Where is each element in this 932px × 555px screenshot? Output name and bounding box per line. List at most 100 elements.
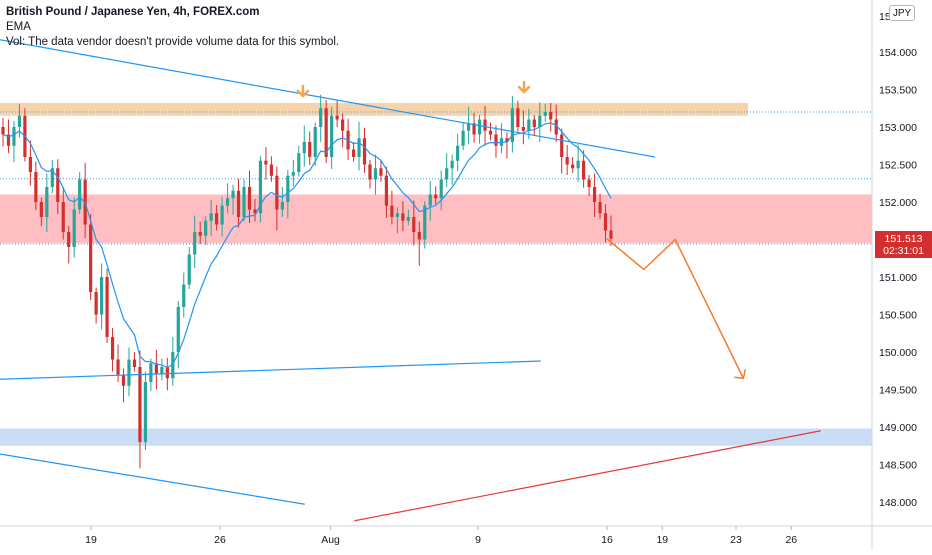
candle-body <box>335 115 339 120</box>
last-price-tag: 151.513 02:31:01 <box>875 231 932 258</box>
candle-body <box>78 179 82 210</box>
candle-body <box>423 205 427 240</box>
candle-body <box>6 134 11 146</box>
demand-zone <box>0 428 872 446</box>
candle-body <box>121 374 126 386</box>
projection-arrowhead <box>734 369 747 380</box>
candle-body <box>483 119 487 131</box>
candle-body <box>532 119 536 127</box>
candle-body <box>390 205 394 217</box>
price-tick-label: 149.000 <box>879 422 917 434</box>
candle-body <box>417 232 421 240</box>
time-tick-label: 26 <box>785 534 797 546</box>
candle-body <box>324 108 328 157</box>
candle-body <box>34 172 38 202</box>
candle-body <box>110 337 115 360</box>
candle-body <box>445 168 449 180</box>
candle-body <box>160 367 164 375</box>
candle-body <box>193 232 197 255</box>
candle-body <box>461 130 465 146</box>
price-tick-label: 153.500 <box>879 85 917 97</box>
time-tick-label: Aug <box>321 534 340 546</box>
candle-body <box>603 213 608 231</box>
candle-body <box>527 119 531 131</box>
time-tick-label: 9 <box>475 534 481 546</box>
candle-body <box>143 382 148 442</box>
price-tick-label: 148.000 <box>879 497 917 509</box>
candle-body <box>275 175 279 210</box>
candle-body <box>571 164 575 169</box>
candle-body <box>132 359 137 367</box>
chart-legend: British Pound / Japanese Yen, 4h, FOREX.… <box>6 5 339 50</box>
candle-body <box>560 134 564 157</box>
symbol-title[interactable]: British Pound / Japanese Yen, 4h, FOREX.… <box>6 6 260 18</box>
candle-body <box>220 205 224 225</box>
currency-button[interactable]: JPY <box>889 5 915 21</box>
candle-body <box>291 172 295 176</box>
candle-body <box>138 367 142 442</box>
candle-body <box>209 213 213 221</box>
candle-body <box>39 202 43 217</box>
price-tick-label: 151.000 <box>879 272 917 284</box>
candle-body <box>587 179 591 187</box>
candle-body <box>308 142 312 157</box>
candle-body <box>439 179 443 199</box>
time-tick-label: 19 <box>656 534 668 546</box>
price-tick-label: 152.000 <box>879 197 917 209</box>
candle-body <box>171 352 175 379</box>
candle-body <box>297 153 301 172</box>
candle-body <box>72 209 76 247</box>
candle-body <box>384 175 389 206</box>
candle-body <box>434 194 438 199</box>
candle-body <box>61 202 65 232</box>
ema-indicator-label[interactable]: EMA <box>6 21 31 33</box>
candle-body <box>1 127 5 135</box>
candle-body <box>236 190 241 217</box>
candle-body <box>67 232 71 247</box>
candle-body <box>253 209 257 214</box>
candle-body <box>543 112 547 116</box>
candle-body <box>116 359 120 375</box>
candle-body <box>313 127 317 157</box>
last-price-value: 151.513 <box>884 233 923 245</box>
candle-body <box>165 367 169 379</box>
down-arrow-icon <box>296 84 310 98</box>
price-tick-label: 149.500 <box>879 385 917 397</box>
price-tick-label: 153.000 <box>879 122 917 134</box>
candle-body <box>379 168 383 176</box>
candle-body <box>127 359 131 386</box>
lower-trendline <box>0 453 305 505</box>
candle-body <box>510 108 515 142</box>
candle-body <box>341 119 345 131</box>
candle-body <box>28 157 32 172</box>
candle-body <box>149 363 153 382</box>
candle-body <box>280 202 284 210</box>
candle-body <box>17 115 22 127</box>
candle-body <box>373 168 378 180</box>
candle-body <box>94 292 98 315</box>
resistance-zone <box>0 103 748 116</box>
candle-body <box>576 160 580 169</box>
candle-body <box>45 187 49 217</box>
candle-body <box>554 119 558 135</box>
candle-body <box>412 217 416 232</box>
candle-body <box>247 187 252 210</box>
candle-body <box>187 254 191 285</box>
candle-body <box>215 213 219 225</box>
candle-body <box>264 160 268 165</box>
price-tick-label: 152.500 <box>879 160 917 172</box>
candle-body <box>302 142 306 154</box>
candle-body <box>330 115 334 157</box>
candle-body <box>231 190 235 199</box>
candle-body <box>450 160 454 169</box>
bar-countdown: 02:31:01 <box>883 245 924 257</box>
candle-body <box>242 187 246 217</box>
price-tick-label: 148.500 <box>879 460 917 472</box>
candle-body <box>401 213 405 221</box>
candle-body <box>225 198 230 206</box>
candle-body <box>258 160 263 214</box>
candle-body <box>351 149 356 157</box>
candle-body <box>472 123 476 135</box>
